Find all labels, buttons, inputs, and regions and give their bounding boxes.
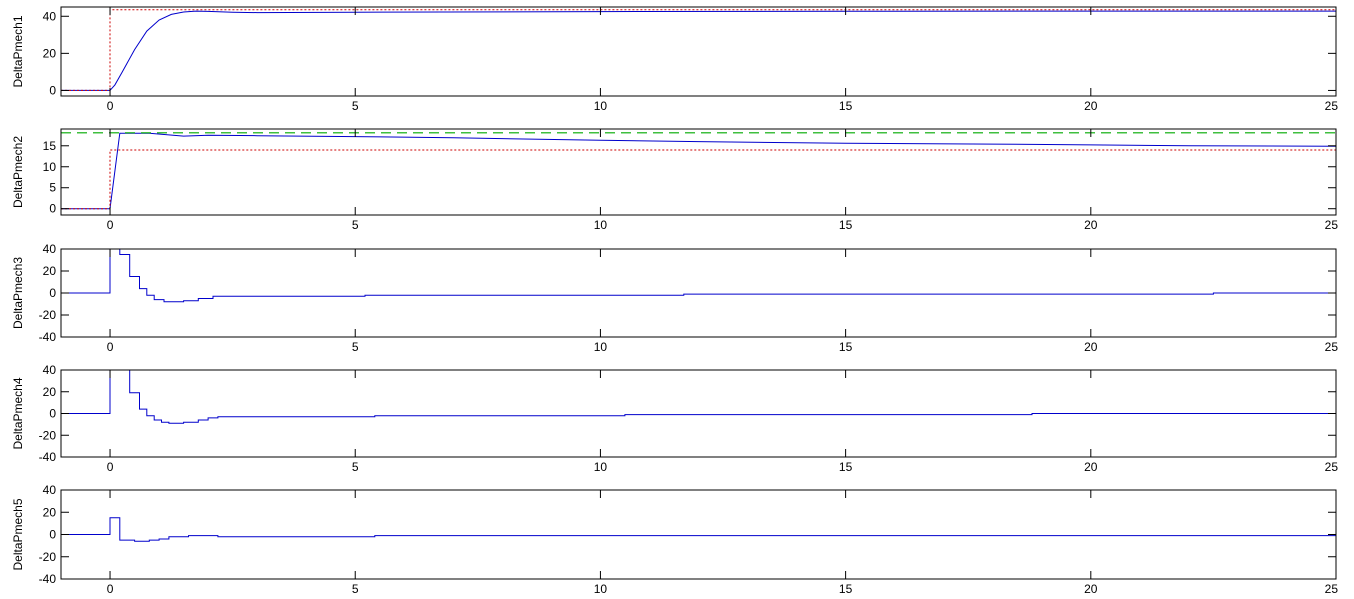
y-tick-label: 0 [49,407,56,421]
x-tick-label: 15 [839,582,853,596]
y-axis-label: DeltaPmech1 [11,15,25,87]
series-line-1 [61,517,1336,542]
subplot-5: 0 5 10 15 20 25 -40 -20 0 20 40 DeltaPmech5 [11,483,1338,596]
x-tick-label: 0 [107,582,114,596]
x-tick-label: 25 [1325,582,1339,596]
subplot-2: 0 5 10 15 20 25 0 5 10 15 DeltaPmech2 [11,128,1339,232]
y-tick-label: 40 [43,483,57,497]
subplot-3: 0 5 10 15 20 25 -40 -20 0 20 40 DeltaPmech3 [11,242,1338,354]
y-tick-label: -20 [39,308,57,322]
x-tick-label: 0 [107,340,114,354]
y-tick-label: 40 [43,363,57,377]
plot-area [61,249,1336,337]
axes-box [60,128,1337,216]
x-tick-label: 20 [1084,99,1098,113]
x-tick-label: 0 [107,218,114,232]
x-tick-label: 15 [839,218,853,232]
y-tick-label: 15 [43,139,57,153]
y-axis-label: DeltaPmech3 [11,257,25,329]
x-tick-label: 10 [594,340,608,354]
y-tick-label: 0 [49,528,56,542]
x-tick-label: 15 [839,340,853,354]
y-axis-label: DeltaPmech2 [11,136,25,208]
y-tick-label: 40 [43,242,57,256]
plot-area [61,129,1336,215]
x-tick-label: 10 [594,460,608,474]
y-tick-label: -40 [39,450,57,464]
y-tick-label: 0 [49,286,56,300]
y-tick-label: 10 [43,160,57,174]
x-tick-label: 0 [107,99,114,113]
y-tick-label: 20 [43,264,57,278]
x-tick-label: 5 [352,218,359,232]
subplot-4: 0 5 10 15 20 25 -40 -20 0 20 40 DeltaPmech4 [11,363,1338,474]
y-tick-label: 0 [49,202,56,216]
y-tick-label: 40 [43,9,57,23]
x-tick-label: 0 [107,460,114,474]
y-tick-label: 5 [49,181,56,195]
axes-box [60,6,1337,97]
series-line-1 [61,249,1336,303]
x-tick-label: 20 [1084,340,1098,354]
x-tick-label: 5 [352,460,359,474]
x-tick-label: 25 [1325,218,1339,232]
series-line-2 [61,9,1336,91]
x-tick-label: 20 [1084,460,1098,474]
x-tick-label: 15 [839,99,853,113]
plot-area [61,7,1336,96]
x-tick-label: 10 [594,99,608,113]
y-tick-label: 20 [43,385,57,399]
series-line-1 [61,10,1336,91]
x-tick-label: 10 [594,218,608,232]
y-axis-label: DeltaPmech4 [11,377,25,449]
y-tick-label: 20 [43,505,57,519]
x-tick-label: 15 [839,460,853,474]
x-tick-label: 5 [352,340,359,354]
x-tick-label: 25 [1325,99,1339,113]
x-tick-label: 5 [352,99,359,113]
y-tick-label: -40 [39,330,57,344]
y-axis-label: DeltaPmech5 [11,498,25,570]
x-tick-label: 5 [352,582,359,596]
x-tick-label: 25 [1325,460,1339,474]
y-tick-label: 0 [49,83,56,97]
y-tick-label: 20 [43,46,57,60]
x-tick-label: 20 [1084,218,1098,232]
y-tick-label: -40 [39,572,57,586]
x-tick-label: 10 [594,582,608,596]
x-tick-label: 20 [1084,582,1098,596]
y-tick-label: -20 [39,428,57,442]
x-tick-label: 25 [1325,340,1339,354]
series-line-1 [61,370,1336,424]
y-tick-label: -20 [39,550,57,564]
series-line-3 [61,149,1336,210]
subplot-1: 0 5 10 15 20 25 0 20 40 DeltaPmech1 [11,6,1339,113]
plot-area [61,490,1336,579]
